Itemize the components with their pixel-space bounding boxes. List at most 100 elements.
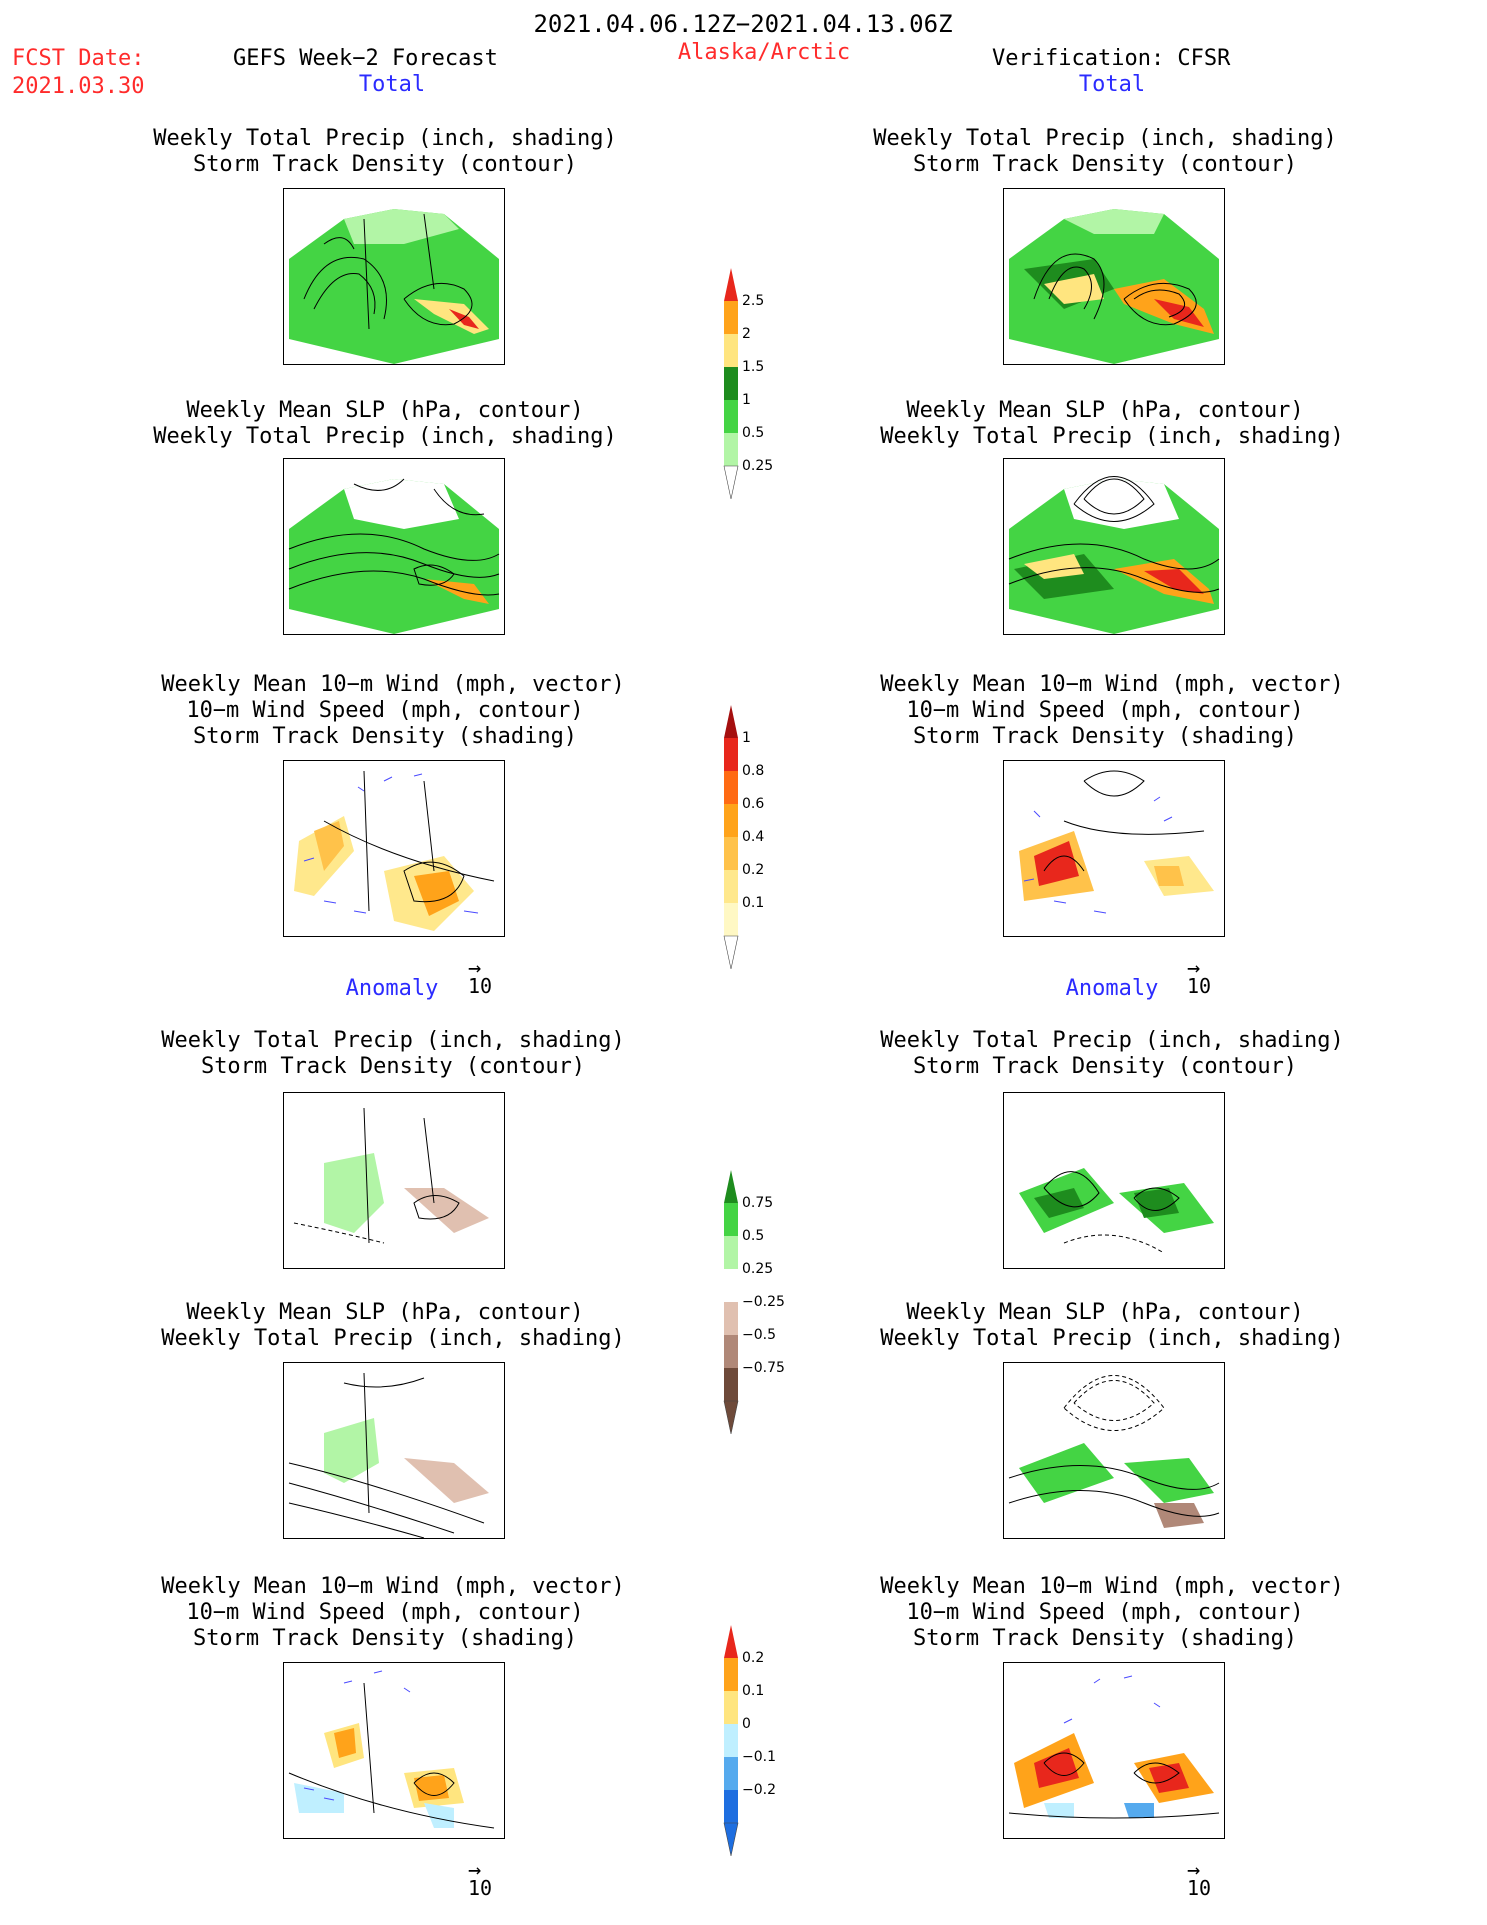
colorbar-tick-label: 0.2 [742,862,765,878]
colorbar-tick-label: −0.5 [742,1327,776,1343]
panel-title-line: Weekly Mean SLP (hPa, contour) [186,1300,584,1325]
colorbar-tick-label: 0.75 [742,1195,774,1211]
panel-title-line: Weekly Total Precip (inch, shading) [153,424,617,449]
panel-title-line: Weekly Total Precip (inch, shading) [880,1326,1344,1351]
vector-ref-arrow-icon: → [468,956,482,981]
panel-title-line: Weekly Mean SLP (hPa, contour) [906,1300,1304,1325]
map-panel-verif-wind-track [1003,760,1225,937]
section-anomaly-left: Anomaly [345,976,439,1001]
colorbar-tick-label: 0.2 [742,1650,765,1666]
panel-title-line: 10−m Wind Speed (mph, contour) [906,1600,1304,1625]
section-total-left: Total [358,72,426,97]
colorbar-tick-label: 0.5 [742,1228,765,1244]
colorbar-tick-label: 0 [742,1716,751,1732]
panel-title-line: Storm Track Density (shading) [192,1626,578,1651]
period-title: 2021.04.06.12Z−2021.04.13.06Z [533,10,953,38]
colorbar-bin [724,1368,738,1401]
colorbar-tick-label: 0.6 [742,796,765,812]
colorbar-tick-label: 2.5 [742,293,765,309]
section-anomaly-right: Anomaly [1065,976,1159,1001]
colorbar-tick-label: 0.25 [742,458,774,474]
colorbar-bin [724,1724,738,1757]
colorbar-bin [724,870,738,903]
colorbar-cap [724,1625,738,1658]
map-panel-fcst-total-precip [283,188,505,365]
colorbar-bin [724,367,738,400]
panel-title-line: Storm Track Density (shading) [912,1626,1298,1651]
colorbar-cap [724,268,738,301]
panel-title-line: Storm Track Density (contour) [200,1054,586,1079]
colorbar-tail [723,935,739,970]
colorbar-bin [724,1691,738,1724]
colorbar-bin [724,738,738,771]
colorbar-bin [724,1302,738,1335]
vector-ref-label: 10 [1187,974,1212,998]
panel-title-line: Storm Track Density (contour) [192,152,578,177]
vector-ref-arrow-icon: → [468,1858,482,1883]
panel-title-line: 10−m Wind Speed (mph, contour) [186,1600,584,1625]
colorbar-bin [724,903,738,936]
panel-title-line: Weekly Mean 10−m Wind (mph, vector) [161,672,625,697]
colorbar-precip-anom: 0.75 0.5 0.25 −0.25 −0.5 −0.75 [722,1170,822,1460]
colorbar-track-anom: 0.2 0.1 0 −0.1 −0.2 [722,1625,822,1875]
colorbar-tail [723,1822,739,1857]
map-panel-fcst-wind-track [283,760,505,937]
map-panel-verif-anom-precip [1003,1092,1225,1269]
section-total-right: Total [1078,72,1146,97]
panel-title-line: Weekly Mean 10−m Wind (mph, vector) [880,672,1344,697]
panel-title-line: Weekly Total Precip (inch, shading) [873,126,1337,151]
vector-ref-arrow-icon: → [1187,1858,1201,1883]
panel-title-line: Weekly Total Precip (inch, shading) [161,1326,625,1351]
colorbar-tick-label: −0.1 [742,1749,776,1765]
fcst-date-label: FCST Date: [12,46,145,71]
colorbar-bin [724,1658,738,1691]
colorbar-bin [724,400,738,433]
map-panel-verif-anom-slp [1003,1362,1225,1539]
colorbar-tick-label: 2 [742,326,751,342]
vector-ref-label: 10 [468,974,493,998]
panel-title-line: Weekly Mean SLP (hPa, contour) [186,398,584,423]
map-panel-fcst-slp-precip [283,458,505,635]
colorbar-tick-label: −0.75 [742,1360,785,1376]
colorbar-tail [723,465,739,500]
panel-title-line: Weekly Total Precip (inch, shading) [153,126,617,151]
map-panel-verif-slp-precip [1003,458,1225,635]
panel-title-line: Weekly Mean SLP (hPa, contour) [906,398,1304,423]
colorbar-tick-label: 0.5 [742,425,765,441]
colorbar-tick-label: −0.2 [742,1782,776,1798]
colorbar-precip-total: 2.5 2 1.5 1 0.5 0.25 [722,268,812,558]
fcst-date-value: 2021.03.30 [12,74,145,99]
vector-ref-label: 10 [1187,1876,1212,1900]
map-panel-fcst-anom-wind [283,1662,505,1839]
panel-title-line: Storm Track Density (contour) [912,152,1298,177]
colorbar-bin [724,1236,738,1269]
panel-title-line: Weekly Total Precip (inch, shading) [880,1028,1344,1053]
map-panel-fcst-anom-slp [283,1362,505,1539]
panel-title-line: 10−m Wind Speed (mph, contour) [906,698,1304,723]
verification-title: Verification: CFSR [992,46,1231,71]
colorbar-bin [724,334,738,367]
map-panel-verif-anom-wind [1003,1662,1225,1839]
panel-title-line: Weekly Total Precip (inch, shading) [880,424,1344,449]
forecast-title: GEFS Week−2 Forecast [233,46,498,71]
vector-ref-arrow-icon: → [1187,956,1201,981]
colorbar-bin [724,1335,738,1368]
map-panel-fcst-anom-precip [283,1092,505,1269]
colorbar-tick-label: 0.8 [742,763,765,779]
vector-ref-label: 10 [468,1876,493,1900]
map-panel-verif-total-precip [1003,188,1225,365]
colorbar-tick-label: 0.25 [742,1261,774,1277]
panel-title-line: Storm Track Density (shading) [192,724,578,749]
panel-title-line: 10−m Wind Speed (mph, contour) [186,698,584,723]
colorbar-tick-label: 0.1 [742,1683,765,1699]
colorbar-bin [724,1203,738,1236]
colorbar-bin [724,433,738,466]
colorbar-tick-label: 1.5 [742,359,765,375]
panel-title-line: Weekly Mean 10−m Wind (mph, vector) [161,1574,625,1599]
panel-title-line: Weekly Total Precip (inch, shading) [161,1028,625,1053]
colorbar-tick-label: −0.25 [742,1294,785,1310]
colorbar-track-total: 1 0.8 0.6 0.4 0.2 0.1 [722,705,812,995]
colorbar-tick-label: 1 [742,392,751,408]
colorbar-bin [724,837,738,870]
colorbar-bin [724,1269,738,1302]
